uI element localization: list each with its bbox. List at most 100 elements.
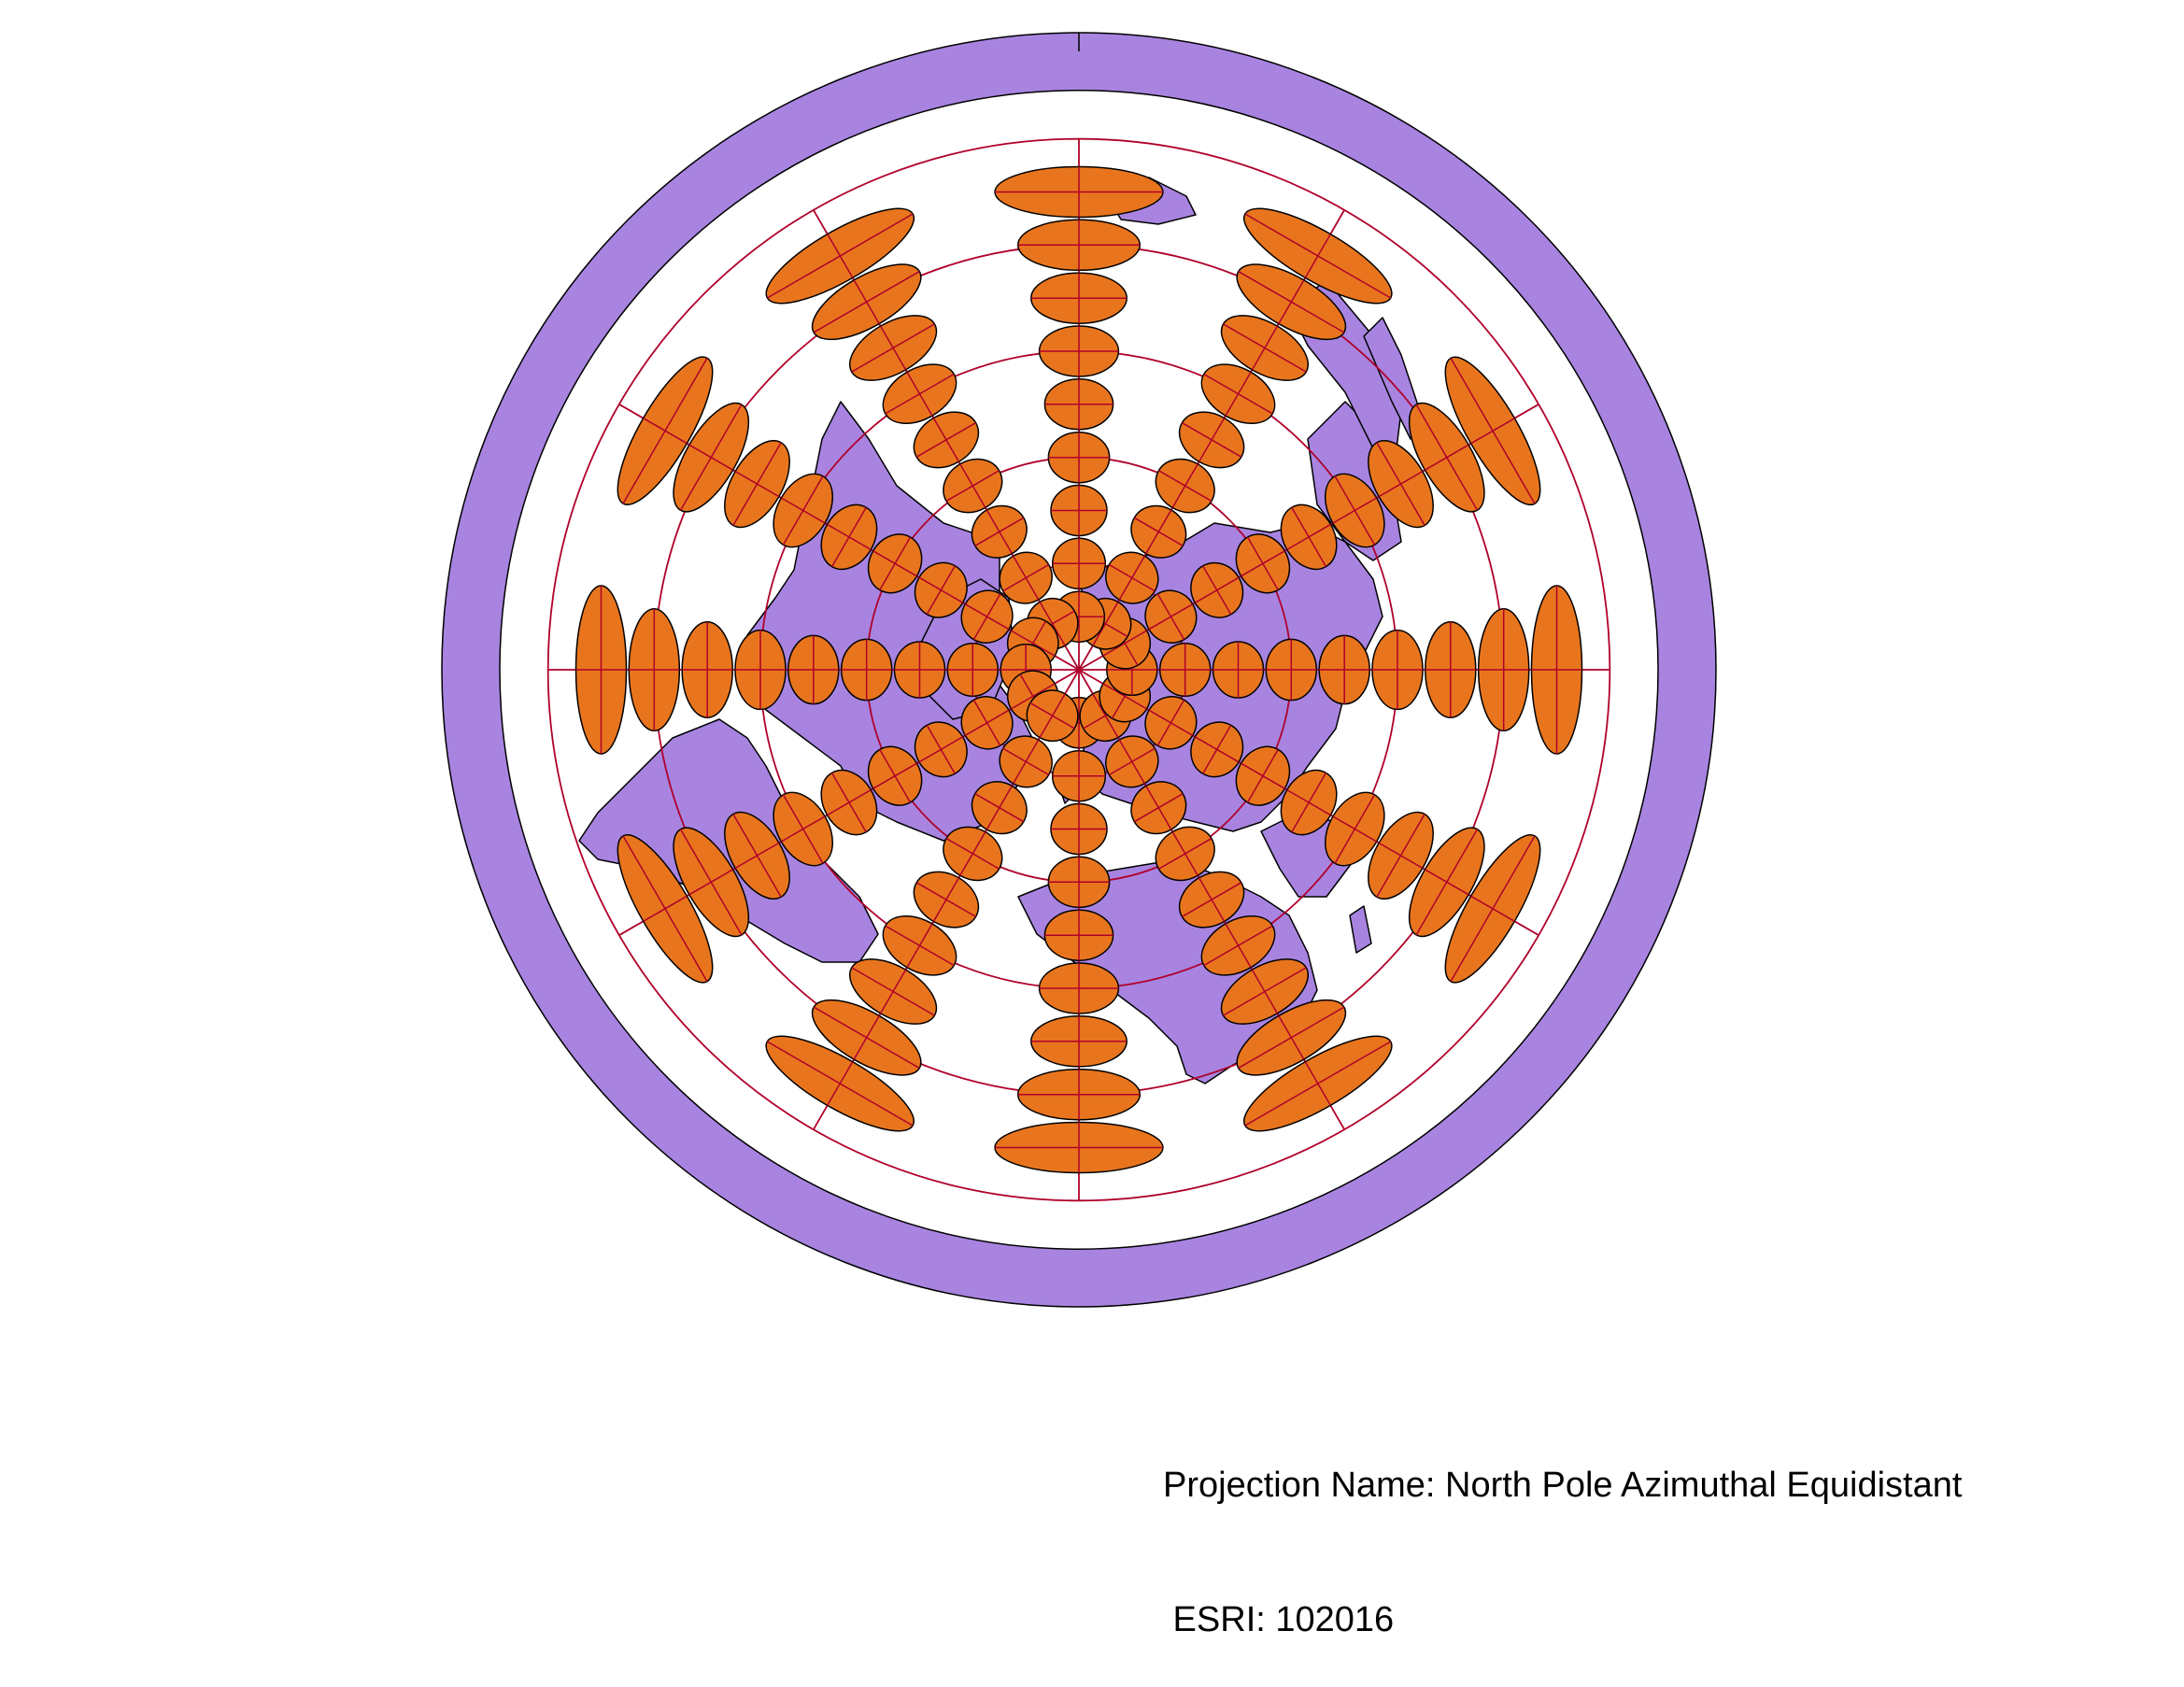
tissot-axis-minor xyxy=(1378,842,1424,870)
tissot-ellipse--15-120 xyxy=(1368,439,1434,529)
tissot-ellipse--15-60 xyxy=(1368,811,1434,900)
tissot-ellipse-60-90 xyxy=(1158,642,1212,698)
tissot-ellipse-30-210 xyxy=(943,458,1003,514)
tissot-axis-minor xyxy=(1102,630,1147,657)
tissot-ellipse-0-150 xyxy=(1200,363,1276,425)
tissot-ellipse--15-240 xyxy=(724,439,790,529)
tissot-axis-minor xyxy=(734,842,780,870)
tissot-ellipse-60-60 xyxy=(1144,696,1198,750)
tissot-ellipse--15-150 xyxy=(1220,315,1310,381)
tissot-axis-minor xyxy=(906,371,933,417)
tissot-axis-minor xyxy=(959,831,986,876)
tissot-ellipse-45-90 xyxy=(1212,641,1265,699)
tissot-ellipse-60-210 xyxy=(999,551,1053,604)
tissot-axis-minor xyxy=(827,234,854,278)
tissot-ellipse--45-0 xyxy=(994,1121,1164,1174)
tissot-axis-minor xyxy=(827,788,872,816)
tissot-ellipse--45-120 xyxy=(1444,356,1541,506)
tissot-axis-minor xyxy=(872,550,917,577)
tissot-axis-minor xyxy=(879,325,907,371)
tissot-ellipse-30-180 xyxy=(1047,431,1111,484)
tissot-axis-minor xyxy=(872,762,917,789)
tissot-ellipse-45-180 xyxy=(1050,484,1108,537)
tissot-ellipse-0-270 xyxy=(734,629,787,711)
tissot-axis-minor xyxy=(1470,418,1515,445)
tissot-ellipse--30-120 xyxy=(1408,402,1485,513)
tissot-axis-minor xyxy=(1278,279,1305,324)
tissot-ellipse-60-120 xyxy=(1144,589,1198,644)
tissot-ellipse-15-330 xyxy=(913,871,980,929)
tissot-ellipse-45-30 xyxy=(1130,781,1187,835)
tissot-ellipse-30-270 xyxy=(840,638,893,702)
tissot-axis-minor xyxy=(1013,555,1040,601)
tissot-axis-minor xyxy=(964,709,1010,736)
tissot-axis-minor xyxy=(1039,602,1066,646)
tissot-axis-minor xyxy=(1241,550,1285,577)
outer-ring xyxy=(441,32,1717,1308)
tissot-ellipse-45-150 xyxy=(1130,504,1187,559)
tissot-ellipse-0-60 xyxy=(1324,791,1385,867)
tissot-axis-minor xyxy=(1013,739,1040,785)
tissot-ellipse-30-60 xyxy=(1235,745,1291,806)
tissot-ellipse-45-120 xyxy=(1190,561,1244,618)
tissot-ellipse--30-60 xyxy=(1408,827,1485,938)
tissot-ellipse-45-270 xyxy=(893,641,946,699)
tissot-ellipse-0-90 xyxy=(1371,629,1424,711)
tissot-axis-minor xyxy=(1304,234,1331,278)
tissot-ellipse-15-30 xyxy=(1178,871,1245,929)
tissot-ellipse-75-330 xyxy=(1026,689,1079,743)
tissot-axis-minor xyxy=(1011,683,1056,710)
tissot-ellipse-60-330 xyxy=(999,735,1053,788)
tissot-axis-minor xyxy=(932,418,960,462)
tissot-ellipse--30-330 xyxy=(811,999,922,1076)
tissot-ellipse-0-180 xyxy=(1038,325,1120,377)
tissot-axis-minor xyxy=(1241,762,1285,789)
tissot-axis-minor xyxy=(932,877,960,922)
tissot-axis-minor xyxy=(1039,693,1066,738)
tissot-ellipse--15-210 xyxy=(848,315,938,381)
tissot-ellipse-45-0 xyxy=(1050,802,1108,856)
tissot-axis-minor xyxy=(1194,736,1240,763)
tissot-axis-minor xyxy=(643,895,688,922)
tissot-ellipse-60-270 xyxy=(946,642,1000,698)
tissot-axis-minor xyxy=(918,576,964,603)
tissot-ellipse-45-210 xyxy=(971,504,1028,559)
tissot-ellipse--30-90 xyxy=(1477,607,1530,732)
tissot-axis-minor xyxy=(1198,877,1226,922)
tissot-ellipse-30-330 xyxy=(943,826,1003,882)
tissot-ellipse-30-0 xyxy=(1047,856,1111,909)
tissot-axis-minor xyxy=(1286,788,1331,816)
tissot-ellipse-15-240 xyxy=(820,503,878,571)
tissot-axis-minor xyxy=(1148,603,1194,631)
tissot-ellipse--30-240 xyxy=(673,402,750,513)
tissot-axis-minor xyxy=(1171,463,1198,508)
tissot-ellipse-15-180 xyxy=(1043,378,1114,431)
antarctica-ring xyxy=(441,32,1717,1308)
tissot-axis-minor xyxy=(986,785,1013,830)
tissot-axis-minor xyxy=(1286,523,1331,551)
tissot-ellipse--45-270 xyxy=(574,585,628,755)
tissot-ellipse-60-300 xyxy=(960,696,1014,750)
tissot-ellipse-0-120 xyxy=(1324,473,1385,548)
tissot-ellipse--30-0 xyxy=(1016,1068,1142,1121)
tissot-axis-minor xyxy=(1102,683,1147,710)
tissot-axis-minor xyxy=(1251,969,1279,1014)
tissot-ellipse-15-150 xyxy=(1178,411,1245,469)
tissot-ellipse-30-150 xyxy=(1155,458,1215,514)
tissot-ellipse-30-90 xyxy=(1265,638,1318,702)
tissot-axis-minor xyxy=(1225,923,1252,969)
tissot-ellipse--30-300 xyxy=(673,827,750,938)
projection-name: Projection Name: North Pole Azimuthal Eq… xyxy=(1163,1466,1963,1505)
tissot-ellipse-30-120 xyxy=(1235,533,1291,594)
tissot-axis-minor xyxy=(780,815,826,843)
tissot-axis-minor xyxy=(1332,497,1378,524)
tissot-ellipse-0-300 xyxy=(773,791,834,867)
tissot-ellipse-45-300 xyxy=(914,721,968,778)
tissot-axis-minor xyxy=(780,497,826,524)
tissot-indicatrix xyxy=(574,165,1583,1174)
tissot-axis-minor xyxy=(643,418,688,445)
tissot-axis-minor xyxy=(1145,509,1172,555)
tissot-axis-minor xyxy=(1118,739,1145,785)
tissot-ellipse-15-210 xyxy=(913,411,980,469)
tissot-ellipse-45-240 xyxy=(914,561,968,618)
